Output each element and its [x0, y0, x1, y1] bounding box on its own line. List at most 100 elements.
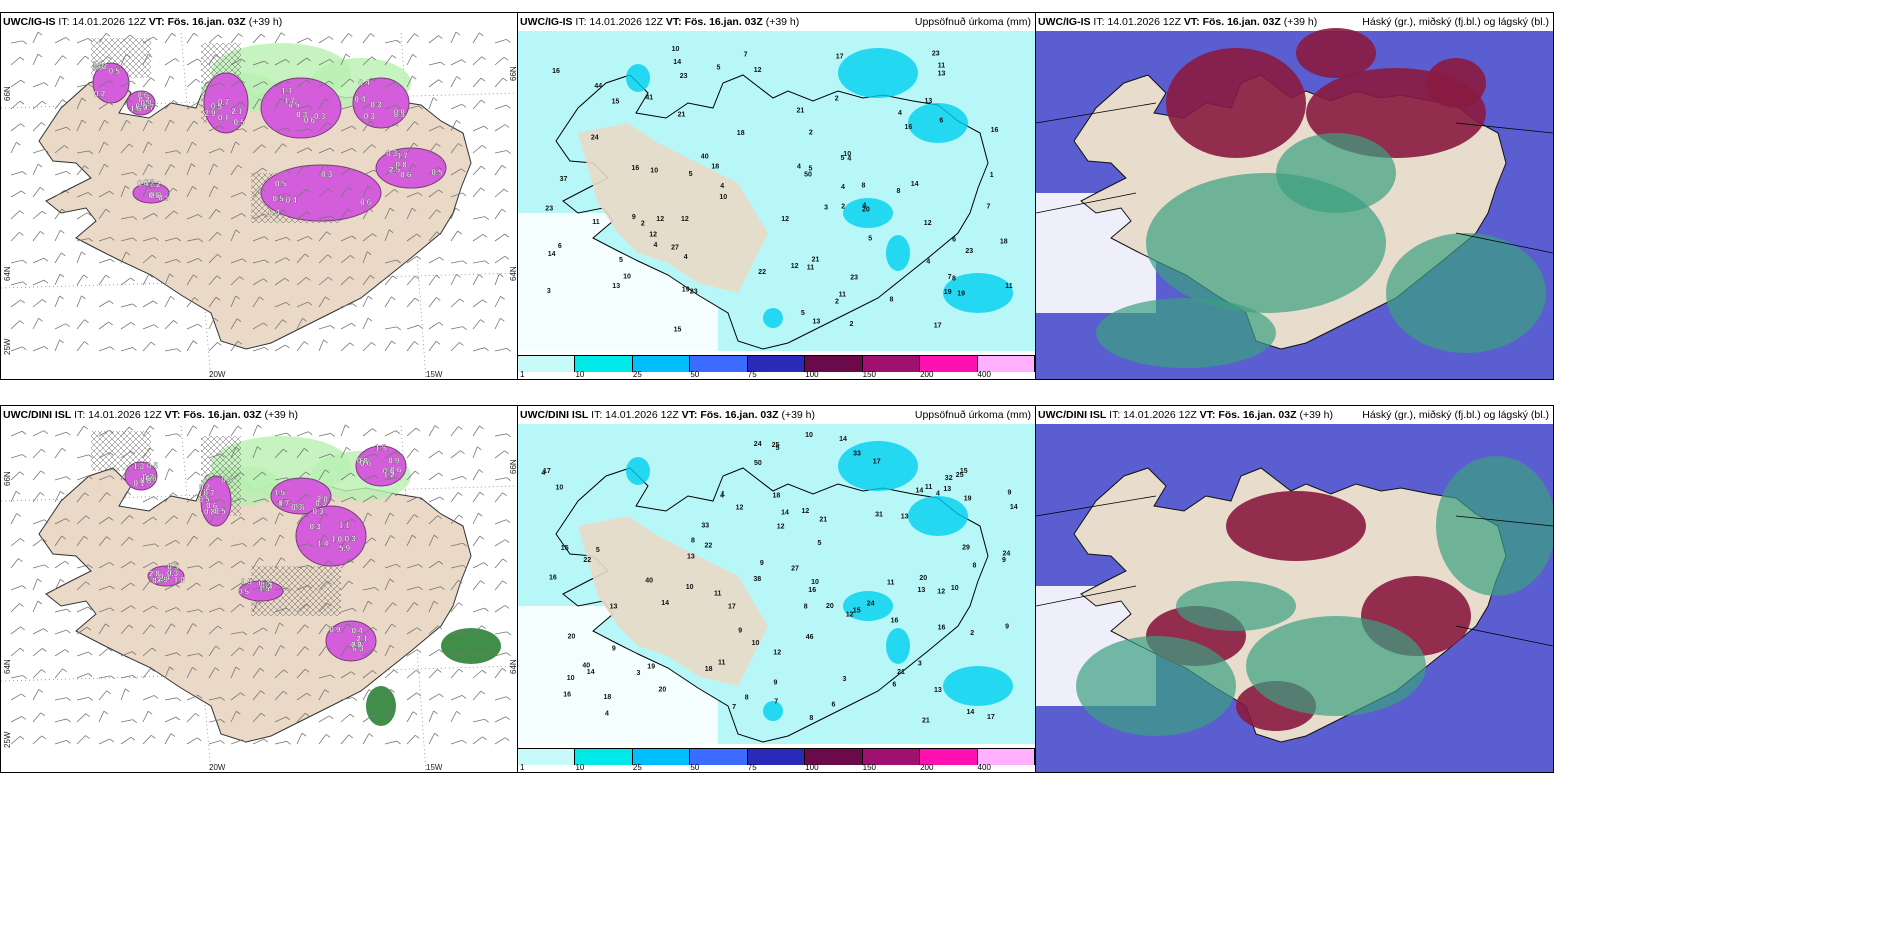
precip-value: 22 [583, 557, 591, 564]
snow-value: 0.5 [233, 118, 245, 127]
precip-value: 21 [678, 112, 686, 119]
precip-value: 40 [701, 154, 709, 161]
precip-value: 12 [791, 263, 799, 270]
precip-value: 4 [654, 242, 658, 249]
snow-labels: 0.2 0.41.70.30.60.40.40.50.10.50.31.10.60… [133, 443, 402, 653]
snow-value: 0.3 [310, 522, 322, 531]
snow-value: 0.7 [218, 98, 230, 107]
legend-tick-label: 10 [575, 763, 585, 772]
legend-color-box [805, 356, 863, 372]
legend-tick-label: 10 [575, 370, 585, 379]
precip-value: 33 [853, 450, 861, 457]
snow-value: 0.3 [345, 535, 357, 544]
legend-color-boxes [518, 748, 1035, 765]
snow-value: 0.6 [152, 576, 164, 585]
snow-value: 0.5 [198, 495, 210, 504]
precip-value: 40 [582, 663, 590, 670]
precip-value: 10 [623, 273, 631, 280]
precip-value: 18 [705, 666, 713, 673]
snow-value: 0.3 [352, 644, 364, 653]
precip-value: 41 [645, 95, 653, 102]
snow-value: 0.4 [259, 579, 271, 588]
snow-value: 1.1 [339, 521, 351, 530]
snow-value: 0.3 [364, 112, 376, 121]
precip-value: 4 [720, 493, 724, 500]
precip-value: 16 [563, 691, 571, 698]
snow-value: 0.7 [143, 103, 155, 112]
precip-value: 23 [965, 248, 973, 255]
precip-value: 37 [560, 176, 568, 183]
snow-value: 1.7 [284, 96, 296, 105]
precip-value: 4 [541, 470, 545, 477]
precip-value: 14 [1010, 504, 1018, 511]
snow-value: 0.6 [383, 467, 395, 476]
precip-value: 8 [745, 695, 749, 702]
panel-title: UWC/DINI ISL IT: 14.01.2026 12Z VT: Fös.… [3, 409, 299, 421]
precip-value: 8 [973, 563, 977, 570]
snow-labels: 0.50.60.50.6 0.30.50.60.80.20.50.1 0.3 0.50… [92, 60, 443, 217]
precip-value: 10 [805, 432, 813, 439]
precip-value: 13 [610, 603, 618, 610]
precip-value: 11 [887, 580, 895, 587]
precip-value: 17 [934, 323, 942, 330]
precip-panel-ig: UWC/IG-IS IT: 14.01.2026 12Z VT: Fös. 16… [517, 12, 1036, 380]
precip-value: 9 [1005, 624, 1009, 631]
precip-value: 5 [808, 165, 812, 172]
precip-labels: 5475211988418272313232223412312191350108… [545, 46, 1012, 333]
snow-value: 0.8 [396, 160, 408, 169]
snow-value: 0.6 [390, 465, 402, 474]
snow-value: 1.1 [281, 87, 293, 96]
precip-value: 8 [804, 603, 808, 610]
snow-value: 0.8 [150, 191, 162, 200]
panel-title: UWC/IG-IS IT: 14.01.2026 12Z VT: Fös. 16… [520, 16, 800, 28]
precip-value: 5 [716, 65, 720, 72]
precip-value: 14 [587, 669, 595, 676]
precip-value: 12 [649, 231, 657, 238]
precip-value: 12 [681, 216, 689, 223]
legend-color-box [977, 356, 1035, 372]
precip-value: 15 [612, 99, 620, 106]
precip-value: 7 [732, 704, 736, 711]
snow-value: 0.5 [214, 507, 226, 516]
snow-value: 0.3 [315, 499, 327, 508]
snow-value: 0.5 [273, 195, 285, 204]
precip-value: 21 [897, 669, 905, 676]
snow-value: 2.9 [204, 109, 216, 118]
precip-value: 15 [960, 468, 968, 475]
precip-value: 31 [875, 512, 883, 519]
precip-value: 24 [1003, 551, 1011, 558]
snow-value: 0.9 [93, 63, 105, 72]
precip-value: 13 [918, 587, 926, 594]
precip-value: 15 [853, 608, 861, 615]
precip-value: 9 [632, 214, 636, 221]
precip-value: 27 [671, 245, 679, 252]
precip-value: 3 [824, 204, 828, 211]
snow-value: 0.5 [211, 102, 223, 111]
precip-value: 2 [835, 95, 839, 102]
precip-heavy-areas [626, 48, 1013, 328]
snow-value: 0.2 [94, 89, 106, 98]
precip-value: 16 [808, 587, 816, 594]
precip-value: 17 [836, 53, 844, 60]
precip-value: 10 [752, 640, 760, 647]
precip-value: 11 [714, 590, 722, 597]
precip-value: 16 [938, 625, 946, 632]
precip-value: 7 [948, 274, 952, 281]
precip-value: 12 [924, 220, 932, 227]
snow-value: 1.0 [174, 576, 186, 585]
precip-value: 6 [952, 237, 956, 244]
precip-value: 44 [594, 83, 602, 90]
snow-value: 1.5 [375, 443, 387, 452]
precip-value: 8 [897, 188, 901, 195]
snow-value: 0.7 [278, 499, 290, 508]
precip-value: 11 [839, 292, 847, 299]
precip-value: 10 [686, 584, 694, 591]
precip-value: 10 [951, 585, 959, 592]
precip-value: 12 [781, 216, 789, 223]
snow-value: 0.5 [135, 102, 147, 111]
precip-value: 21 [812, 257, 820, 264]
precip-value: 2 [849, 321, 853, 328]
precip-value: 5 [619, 257, 623, 264]
lon-label: 15W [426, 763, 443, 772]
snow-value: 0.7 [203, 489, 215, 498]
